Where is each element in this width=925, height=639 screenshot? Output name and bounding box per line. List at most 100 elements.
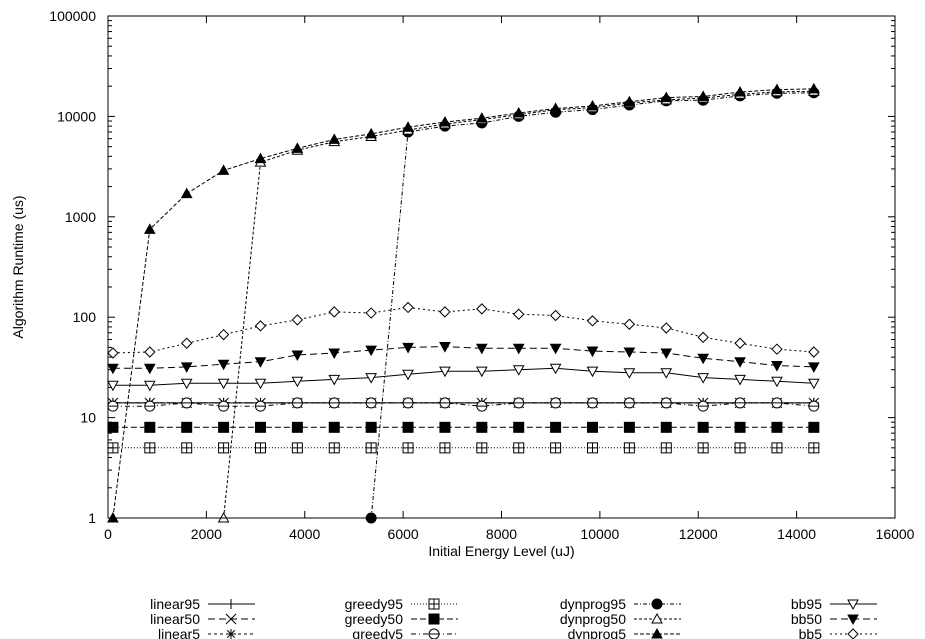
legend-marker-linear5 (226, 629, 236, 639)
legend-marker-linear50 (225, 613, 237, 625)
y-axis-ticks: 1 10 100 1000 10000 100000 (49, 8, 895, 526)
data-point-bb5 (697, 331, 709, 344)
legend-marker-dynprog95 (651, 598, 663, 610)
data-point-bb95 (180, 378, 193, 390)
x-tick-label: 10000 (580, 526, 619, 542)
data-point-bb50 (439, 342, 451, 353)
data-point-greedy95 (513, 442, 525, 454)
data-point-greedy5 (623, 397, 635, 409)
data-point-bb95 (328, 374, 341, 386)
data-point-greedy5 (144, 400, 156, 412)
data-point-dynprog5 (771, 83, 783, 95)
data-point-bb50 (291, 350, 304, 362)
data-point-bb50 (734, 357, 746, 368)
series-line-dynprog50 (223, 90, 814, 519)
data-point-greedy5 (734, 397, 746, 409)
data-point-bb95 (365, 373, 378, 384)
data-point-greedy5 (181, 397, 193, 409)
legend-item-greedy95: greedy95 (345, 596, 458, 612)
legend-item-linear50: linear50 (150, 611, 255, 627)
series-line-bb5 (112, 306, 814, 354)
data-point-greedy95 (291, 442, 303, 454)
y-tick-label: 1000 (65, 209, 96, 225)
data-point-greedy50 (808, 421, 820, 433)
data-point-greedy95 (808, 442, 820, 454)
data-point-greedy50 (771, 421, 783, 433)
data-point-dynprog5 (807, 82, 820, 94)
y-tick-label: 100000 (49, 8, 96, 24)
data-point-bb5 (513, 308, 525, 320)
data-point-bb95 (734, 374, 746, 386)
data-point-bb50 (107, 363, 119, 375)
data-point-greedy95 (218, 442, 230, 454)
data-point-bb5 (623, 318, 636, 330)
data-point-bb5 (660, 322, 672, 334)
x-tick-label: 0 (104, 526, 112, 542)
legend-label: bb50 (791, 611, 822, 627)
data-point-bb50 (549, 343, 562, 355)
data-point-dynprog5 (549, 102, 562, 113)
data-point-greedy50 (218, 421, 230, 433)
y-tick-label: 1 (88, 510, 96, 526)
legend-item-bb95: bb95 (791, 596, 877, 612)
x-tick-label: 16000 (876, 526, 915, 542)
data-point-greedy95 (365, 442, 377, 454)
data-point-greedy95 (771, 442, 783, 454)
data-point-bb95 (291, 376, 304, 388)
data-point-bb95 (475, 366, 488, 378)
data-point-greedy50 (623, 421, 635, 433)
series-line-dynprog5 (112, 88, 814, 519)
legend-label: greedy5 (352, 626, 403, 639)
data-point-dynprog5 (475, 112, 488, 123)
legend-item-bb5: bb5 (799, 626, 877, 639)
data-point-bb95 (143, 380, 156, 392)
legend-item-linear95: linear95 (150, 596, 255, 612)
legend-marker-greedy95 (428, 598, 440, 610)
data-point-dynprog5 (697, 90, 710, 101)
legend-label: dynprog5 (568, 626, 627, 639)
data-point-bb95 (807, 378, 820, 390)
data-point-greedy5 (218, 400, 230, 412)
data-point-greedy95 (144, 442, 156, 454)
series-line-dynprog95 (370, 92, 814, 519)
data-point-greedy50 (144, 421, 156, 433)
data-point-bb95 (771, 376, 783, 388)
x-tick-label: 4000 (289, 526, 320, 542)
data-point-bb5 (476, 303, 488, 315)
data-point-bb5 (365, 307, 377, 319)
data-point-greedy50 (402, 421, 414, 433)
x-tick-label: 8000 (486, 526, 517, 542)
data-point-greedy95 (623, 442, 635, 454)
data-point-bb95 (697, 373, 710, 384)
x-tick-label: 12000 (679, 526, 718, 542)
x-axis-label: Initial Energy Level (uJ) (428, 543, 574, 559)
data-point-bb95 (402, 369, 414, 381)
data-point-dynprog5 (734, 85, 746, 97)
data-point-greedy50 (328, 421, 340, 433)
data-point-bb5 (217, 328, 230, 341)
legend-marker-bb50 (847, 614, 859, 626)
data-point-dynprog5 (291, 142, 304, 153)
data-point-greedy5 (328, 397, 340, 409)
data-point-greedy95 (697, 442, 709, 454)
legend-item-linear5: linear5 (158, 626, 255, 639)
data-point-bb95 (254, 378, 267, 390)
data-point-bb95 (586, 366, 599, 378)
data-point-dynprog5 (328, 133, 341, 144)
data-point-bb95 (549, 363, 562, 375)
legend-label: linear95 (150, 596, 200, 612)
data-point-bb50 (365, 345, 378, 357)
data-point-greedy95 (734, 442, 746, 454)
plot-lines (112, 88, 814, 519)
x-tick-label: 2000 (191, 526, 222, 542)
legend-label: bb95 (791, 596, 822, 612)
data-point-bb5 (254, 320, 267, 332)
data-point-bb50 (586, 346, 599, 358)
data-point-bb50 (402, 342, 414, 354)
legend-label: dynprog95 (560, 596, 626, 612)
legend-label: linear50 (150, 611, 200, 627)
data-point-greedy95 (586, 442, 598, 454)
data-point-dynprog5 (217, 164, 230, 175)
data-point-bb5 (107, 347, 119, 359)
data-point-greedy50 (660, 421, 672, 433)
